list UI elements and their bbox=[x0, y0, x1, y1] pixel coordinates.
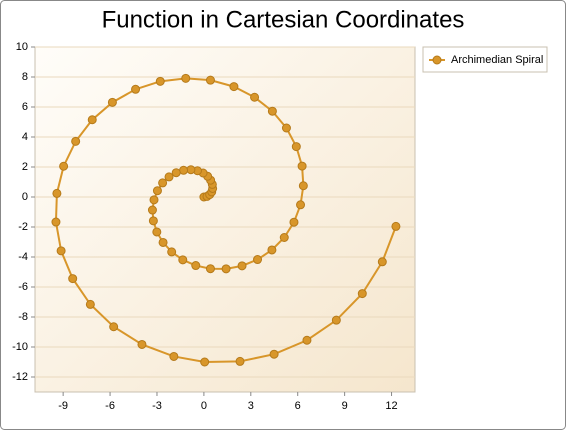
y-tick-label: 0 bbox=[22, 191, 28, 203]
x-tick-label: 6 bbox=[295, 400, 301, 412]
chart-title: Function in Cartesian Coordinates bbox=[102, 6, 465, 33]
data-point bbox=[296, 200, 306, 210]
y-tick-label: 4 bbox=[22, 131, 28, 143]
legend-label: Archimedian Spiral bbox=[451, 54, 543, 66]
data-point bbox=[298, 181, 308, 191]
data-point bbox=[237, 261, 247, 271]
plot-area bbox=[34, 46, 416, 393]
data-point bbox=[152, 186, 162, 196]
data-point bbox=[200, 357, 210, 367]
data-point bbox=[158, 237, 168, 247]
data-point bbox=[148, 216, 158, 226]
data-point bbox=[71, 136, 81, 146]
data-point bbox=[171, 168, 181, 178]
data-point bbox=[235, 356, 245, 366]
data-point bbox=[152, 227, 162, 237]
data-point bbox=[291, 142, 301, 152]
data-point bbox=[87, 115, 97, 125]
data-point bbox=[107, 97, 117, 107]
data-point bbox=[279, 233, 289, 242]
x-tick-label: 3 bbox=[248, 400, 254, 412]
data-point bbox=[331, 315, 341, 325]
data-point bbox=[56, 246, 66, 256]
y-tick-label: 6 bbox=[22, 101, 28, 113]
y-tick-label: -2 bbox=[18, 221, 28, 233]
y-tick-label: -8 bbox=[18, 311, 28, 323]
data-point bbox=[179, 165, 189, 175]
y-tick-label: -4 bbox=[18, 251, 28, 263]
x-tick-label: -6 bbox=[105, 400, 115, 412]
data-point bbox=[164, 172, 174, 182]
data-point bbox=[109, 322, 119, 332]
data-point bbox=[297, 161, 307, 171]
data-point bbox=[169, 351, 179, 361]
data-point bbox=[137, 339, 147, 349]
data-point bbox=[250, 92, 260, 102]
data-point bbox=[155, 76, 165, 86]
x-tick-label: 9 bbox=[342, 400, 348, 412]
y-tick-label: -10 bbox=[12, 341, 28, 353]
data-point bbox=[68, 274, 78, 284]
data-point bbox=[357, 289, 367, 299]
data-point bbox=[391, 221, 401, 231]
data-point bbox=[229, 82, 239, 92]
data-point bbox=[181, 73, 191, 83]
data-point bbox=[302, 335, 312, 345]
data-point bbox=[269, 349, 279, 359]
data-point bbox=[158, 178, 168, 188]
y-tick-label: 10 bbox=[16, 41, 28, 53]
y-tick-label: -6 bbox=[18, 281, 28, 293]
y-tick-label: 2 bbox=[22, 161, 28, 173]
data-point bbox=[52, 188, 62, 198]
data-point bbox=[85, 299, 95, 309]
data-point bbox=[167, 247, 177, 257]
legend-marker bbox=[432, 55, 442, 65]
y-tick-label: -12 bbox=[12, 371, 28, 383]
data-point bbox=[178, 255, 188, 265]
data-point bbox=[149, 195, 159, 205]
data-point bbox=[131, 84, 141, 94]
data-point bbox=[377, 257, 387, 267]
x-tick-label: -9 bbox=[58, 400, 68, 412]
data-point bbox=[267, 245, 277, 255]
y-tick-label: 8 bbox=[22, 71, 28, 83]
data-point bbox=[221, 264, 231, 274]
data-point bbox=[253, 255, 263, 265]
data-point bbox=[51, 217, 61, 227]
data-point bbox=[191, 261, 201, 271]
data-point bbox=[281, 123, 291, 133]
data-point bbox=[186, 165, 196, 175]
data-point bbox=[205, 264, 215, 274]
data-point bbox=[205, 75, 215, 85]
x-tick-label: -3 bbox=[152, 400, 162, 412]
data-point bbox=[147, 205, 157, 215]
data-point bbox=[289, 217, 299, 227]
x-tick-label: 12 bbox=[385, 400, 397, 412]
data-point bbox=[59, 161, 69, 171]
data-point bbox=[267, 106, 277, 116]
x-tick-label: 0 bbox=[201, 400, 207, 412]
